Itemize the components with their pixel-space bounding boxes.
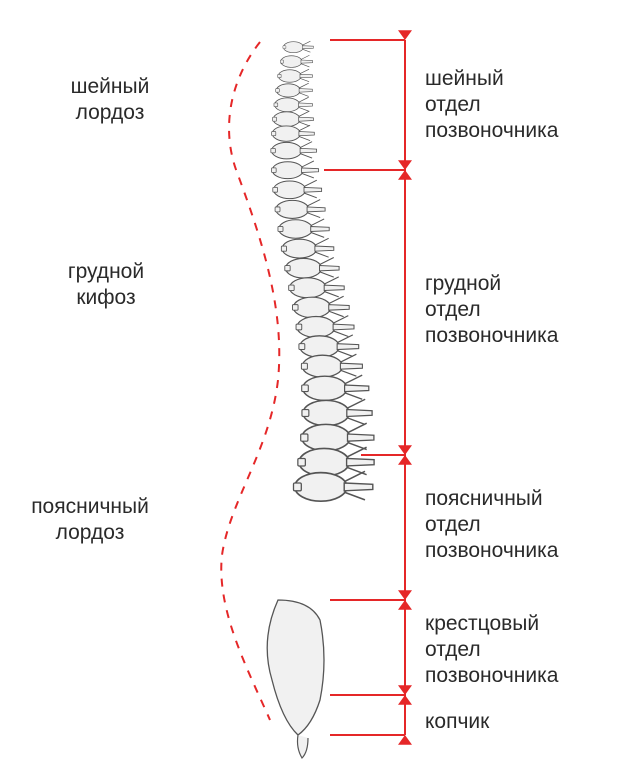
left-label-cervical_lordosis: шейный лордоз [20,74,200,127]
right-label-sacral_section: крестцовый отдел позвоночника [425,611,615,690]
left-label-thoracic_kyphosis: грудной кифоз [16,259,196,312]
right-label-coccyx: копчик [425,709,615,735]
left-label-lumbar_lordosis: поясничный лордоз [0,494,180,547]
right-label-thoracic_section: грудной отдел позвоночника [425,271,615,350]
right-label-cervical_section: шейный отдел позвоночника [425,66,615,145]
diagram-canvas: шейный лордоз грудной кифоз поясничный лор… [0,0,620,783]
right-label-lumbar_section: поясничный отдел позвоночника [425,486,615,565]
